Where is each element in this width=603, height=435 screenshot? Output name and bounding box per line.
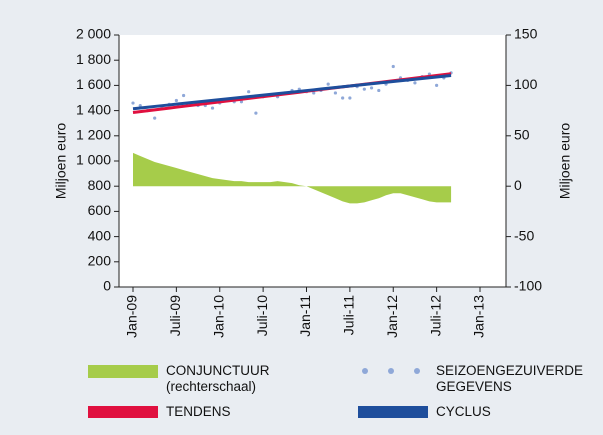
- y-tick-label: 1 800: [76, 51, 111, 67]
- data-point: [377, 88, 381, 93]
- y2-tick-label: 50: [514, 127, 530, 143]
- y2-axis-label: Miljoen euro: [557, 123, 573, 199]
- data-point: [435, 83, 439, 87]
- data-point: [312, 91, 316, 95]
- x-tick-label: Juli-09: [167, 295, 183, 336]
- data-point: [174, 98, 178, 103]
- data-point: [182, 93, 186, 98]
- data-point: [413, 81, 417, 85]
- y2-tick-label: -50: [514, 227, 534, 243]
- y-tick-label: 0: [103, 278, 111, 294]
- y-tick-label: 1 400: [76, 101, 111, 117]
- legend-swatch: [88, 406, 158, 418]
- line-series: [132, 73, 452, 111]
- y-tick-label: 400: [88, 227, 112, 243]
- legend-label: CONJUNCTUUR (rechterschaal): [166, 363, 270, 394]
- data-point: [362, 87, 366, 91]
- data-point: [326, 82, 330, 86]
- legend-label: TENDENS: [166, 404, 231, 419]
- y-tick-label: 600: [88, 202, 112, 218]
- y-tick-label: 1 000: [76, 152, 111, 168]
- chart: Miljoen euro Miljoen euro 0 200 400 600 800 1…: [53, 26, 573, 338]
- y-tick-label: 2 000: [76, 26, 111, 42]
- legend-label: CYCLUS: [436, 404, 491, 419]
- data-point: [348, 96, 352, 100]
- data-point: [369, 86, 374, 90]
- legend-dot: [388, 368, 394, 374]
- x-tick-label: Jan-11: [297, 295, 313, 337]
- y-tick-label: 200: [88, 253, 112, 269]
- y-axis-label: Miljoen euro: [53, 123, 69, 199]
- legend-swatch: [358, 368, 428, 376]
- data-point: [247, 90, 251, 94]
- data-point: [333, 91, 338, 95]
- legend-dot: [362, 368, 368, 374]
- data-point: [239, 100, 244, 104]
- data-point: [153, 116, 157, 120]
- data-point: [341, 96, 345, 100]
- data-point: [138, 103, 142, 108]
- legend-swatch: [88, 365, 158, 378]
- y-tick-label: 1 600: [76, 76, 111, 92]
- x-tick-label: Juli-11: [341, 295, 357, 335]
- data-point: [391, 64, 395, 69]
- x-tick-label: Jan-12: [384, 295, 400, 338]
- legend-label: SEIZOENGEZUIVERDE GEGEVENS: [436, 363, 584, 394]
- y2-tick-label: 100: [514, 76, 538, 92]
- y-tick-label: 1 200: [76, 127, 111, 143]
- legend-dot: [414, 368, 420, 374]
- x-tick-label: Jan-09: [124, 295, 140, 338]
- y2-tick-label: 0: [514, 177, 522, 193]
- x-tick-label: Jan-13: [471, 295, 487, 338]
- legend-swatch: [358, 406, 428, 418]
- data-point: [210, 106, 215, 110]
- y-tick-label: 800: [88, 177, 112, 193]
- x-tick-label: Jan-10: [210, 295, 226, 338]
- x-tick-label: Juli-12: [427, 295, 443, 336]
- x-tick-label: Juli-10: [254, 295, 270, 336]
- y2-tick-label: -100: [514, 278, 542, 294]
- y2-tick-label: 150: [514, 26, 538, 42]
- data-point: [131, 101, 135, 105]
- conjunctuur-area: [133, 152, 452, 204]
- data-point: [254, 111, 258, 115]
